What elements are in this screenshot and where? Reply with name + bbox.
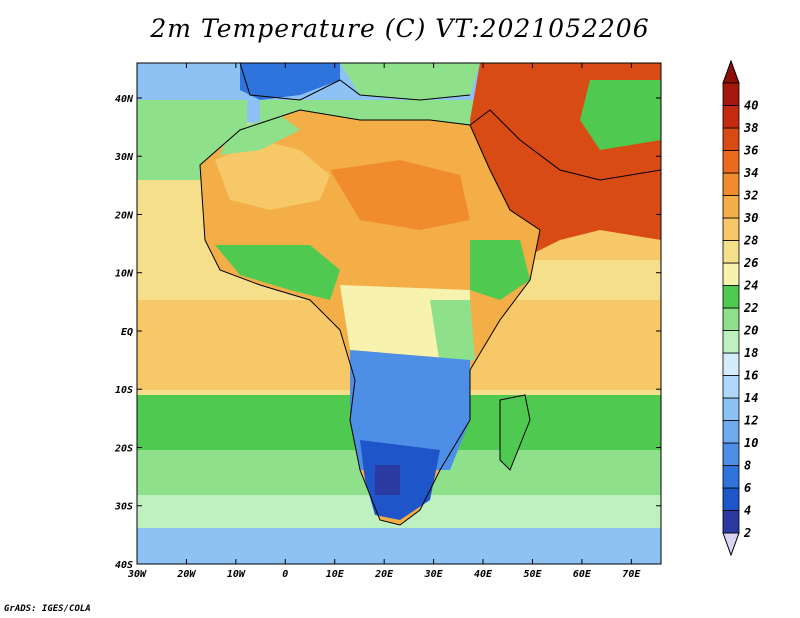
latitude-axis: 40N 30N 20N 10N EQ 10S 20S 30S 40S <box>114 94 661 571</box>
colorbar-label: 2 <box>743 526 751 540</box>
south-ocean-band-14 <box>137 528 661 564</box>
colorbar-label: 18 <box>744 346 758 360</box>
colorbar-swatch <box>722 285 740 309</box>
plot-frame <box>136 62 662 565</box>
colorbar-swatch <box>722 397 740 421</box>
colorbar-swatch <box>722 82 740 106</box>
west-africa-green <box>215 245 340 300</box>
colorbar-swatch <box>722 172 740 196</box>
colorbar-swatch <box>722 262 740 286</box>
europe-coastline <box>239 63 471 101</box>
colorbar-swatch <box>722 420 740 444</box>
sahara-west <box>215 140 330 210</box>
x-tick-label: 0 <box>282 569 288 580</box>
colorbar-label: 8 <box>744 459 751 473</box>
x-tick-label: 10E <box>326 569 345 580</box>
x-tick-label: 50E <box>523 569 542 580</box>
colorbar-swatch <box>722 105 740 129</box>
x-tick-label: 20W <box>176 569 196 580</box>
asia-coastline <box>469 109 661 181</box>
x-tick-label: 30E <box>424 569 444 580</box>
colorbar-label: 32 <box>743 189 758 203</box>
colorbar-swatch <box>722 127 740 151</box>
colorbar-label: 14 <box>744 391 758 405</box>
colorbar-label: 36 <box>743 144 758 158</box>
y-tick-label: 30S <box>114 502 133 513</box>
colorbar-swatch <box>722 487 740 511</box>
madagascar <box>500 395 530 470</box>
y-tick-label: EQ <box>121 327 133 338</box>
sahara-east <box>330 160 470 230</box>
x-tick-label: 10W <box>227 569 246 580</box>
lake-victoria-region <box>430 300 475 365</box>
colorbar-label: 28 <box>743 234 758 248</box>
colorbar-swatch <box>722 465 740 489</box>
atlas-mild <box>220 115 300 155</box>
colorbar-swatch <box>722 195 740 219</box>
y-tick-label: 30N <box>114 152 134 163</box>
grads-credit: GrADS: IGES/COLA <box>4 604 91 614</box>
temperature-field <box>137 63 661 564</box>
europe-mild <box>340 63 480 100</box>
y-tick-label: 20S <box>114 443 133 454</box>
colorbar-label: 30 <box>743 211 758 225</box>
colorbar-label: 38 <box>743 121 758 135</box>
colorbar-label: 10 <box>744 436 758 450</box>
longitude-axis: 30W 20W 10W 0 10E 20E 30E 40E 50E 60E 70E <box>127 63 641 580</box>
colorbar-over-arrow <box>722 59 740 84</box>
colorbar-label: 40 <box>744 99 758 113</box>
x-tick-label: 20E <box>374 569 394 580</box>
colorbar-swatch <box>722 375 740 399</box>
x-tick-label: 40E <box>474 569 493 580</box>
y-tick-label: 20N <box>114 210 134 221</box>
iberia-cool <box>240 63 340 100</box>
colorbar-swatch <box>722 217 740 241</box>
y-tick-label: 40N <box>115 94 134 105</box>
y-tick-label: 10S <box>115 385 133 396</box>
colorbar-swatch <box>722 330 740 354</box>
colorbar-label: 24 <box>743 279 758 293</box>
colorbar-label: 12 <box>744 414 758 428</box>
horn-of-africa <box>470 240 530 300</box>
colorbar-label: 22 <box>743 301 758 315</box>
x-tick-label: 70E <box>622 569 641 580</box>
africa-coastline <box>199 109 541 526</box>
iran-plateau <box>580 80 661 150</box>
colorbar-label: 26 <box>743 256 758 270</box>
x-tick-label: 30W <box>127 569 147 580</box>
madagascar-coastline <box>499 394 531 471</box>
colorbar-swatch <box>722 352 740 376</box>
y-tick-label: 10N <box>115 269 134 280</box>
x-tick-label: 60E <box>573 569 592 580</box>
y-tick-label: 40S <box>115 560 133 571</box>
colorbar-swatch <box>722 442 740 466</box>
colorbar-under-arrow <box>722 532 740 557</box>
colorbar-swatch <box>722 510 740 534</box>
colorbar-label: 16 <box>744 369 758 383</box>
colorbar-swatch <box>722 150 740 174</box>
colorbar-label: 20 <box>743 324 758 338</box>
colorbar-label: 4 <box>744 504 751 518</box>
kalahari-coldest <box>375 465 400 495</box>
colorbar-label: 6 <box>744 481 751 495</box>
colorbar-swatch <box>722 240 740 264</box>
colorbar-label: 34 <box>743 166 758 180</box>
colorbar-swatch <box>722 307 740 331</box>
southern-africa-cool <box>350 350 470 470</box>
map-title: 2m Temperature (C) VT:2021052206 <box>150 14 650 43</box>
